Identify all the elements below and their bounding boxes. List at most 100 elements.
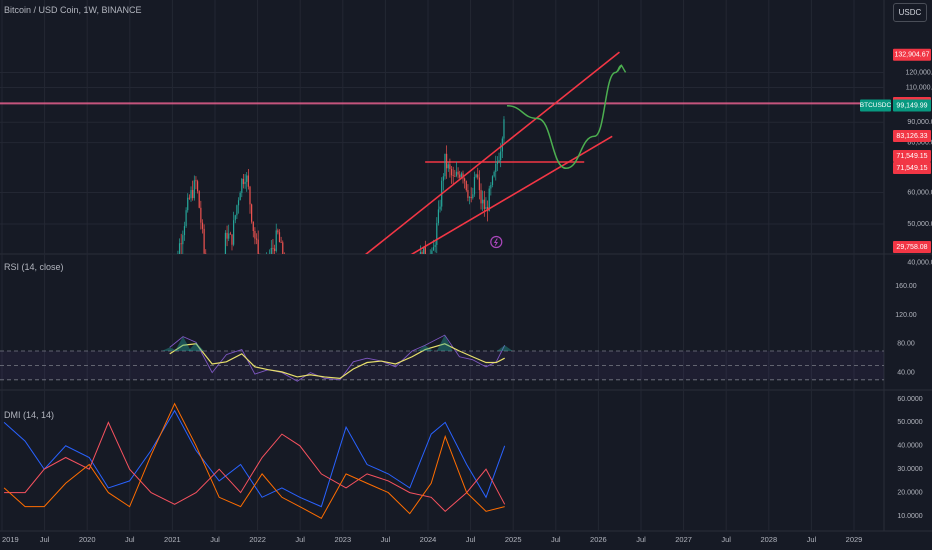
time-axis-tick: Jul — [721, 535, 731, 544]
candle-body — [450, 168, 453, 176]
rsi-axis-tick: 160.00 — [895, 283, 917, 290]
candle-body — [498, 160, 500, 162]
price-label-box — [893, 241, 931, 253]
candle-body — [280, 242, 282, 243]
candle-body — [224, 232, 227, 254]
candle-body — [493, 171, 495, 177]
candle-body — [180, 243, 182, 245]
time-axis-tick: 2019 — [2, 535, 19, 544]
candle-body — [483, 199, 485, 210]
candle-body — [465, 181, 467, 191]
candle-body — [495, 163, 497, 172]
candle-body — [251, 204, 253, 222]
candle-body — [190, 190, 192, 199]
candle-body — [475, 174, 477, 177]
price-label-box — [893, 150, 931, 162]
candle-body — [503, 119, 505, 139]
candle-body — [270, 247, 272, 254]
time-axis-tick: Jul — [210, 535, 220, 544]
candle-body — [423, 246, 425, 254]
candle-body — [419, 252, 422, 254]
candle-body — [236, 205, 238, 216]
price-axis-tick: 80,000.00 — [907, 140, 932, 147]
candle-body — [241, 178, 243, 193]
time-axis-tick: Jul — [466, 535, 476, 544]
symbol-tag-box — [860, 99, 891, 112]
rsi-series-line — [169, 343, 505, 379]
candle-body — [278, 232, 281, 243]
candle-body — [421, 252, 423, 254]
time-axis-tick: 2021 — [164, 535, 181, 544]
candle-body — [231, 234, 233, 245]
candle-body — [472, 194, 474, 199]
candle-body — [185, 210, 187, 227]
candle-body — [442, 176, 444, 181]
rsi-series-line — [169, 334, 506, 382]
price-label-box — [893, 48, 931, 61]
projection-curve — [506, 64, 622, 170]
candle-body — [249, 186, 251, 205]
time-axis-tick: 2027 — [675, 535, 692, 544]
price-axis-tick: 110,000.00 — [906, 84, 932, 91]
candle-body — [228, 233, 230, 239]
price-label: 71,549.15 — [896, 153, 927, 160]
dmi-pane — [3, 402, 506, 520]
candle-body — [254, 231, 256, 239]
candle-body — [187, 197, 189, 211]
candle-body — [480, 190, 482, 204]
time-axis-tick: 2024 — [420, 535, 437, 544]
candle-body — [455, 171, 458, 177]
trendline-lower — [410, 135, 613, 254]
dmi-axis-tick: 30.0000 — [897, 466, 922, 473]
price-axis-tick: 90,000.00 — [907, 119, 932, 126]
candle-body — [437, 209, 440, 224]
candle-body — [188, 197, 190, 199]
candle-body — [473, 176, 476, 195]
candle-body — [239, 192, 241, 201]
price-label-box — [893, 99, 931, 112]
candle-body — [464, 178, 466, 182]
candle-body — [470, 196, 472, 199]
candle-body — [273, 248, 276, 252]
dmi-axis-tick: 40.0000 — [897, 443, 922, 450]
time-axis-tick: Jul — [295, 535, 305, 544]
dmi-pane-label: DMI (14, 14) — [4, 410, 55, 420]
candle-body — [478, 177, 480, 191]
rsi-overbought-fill — [175, 336, 192, 351]
candle-body — [183, 226, 186, 236]
currency-button[interactable]: USDC — [893, 3, 927, 22]
candle-body — [449, 164, 451, 169]
candle-body — [432, 247, 435, 251]
dmi-series-line — [3, 409, 506, 508]
dmi-axis-tick: 60.0000 — [897, 396, 922, 403]
candle-body — [431, 250, 433, 254]
candle-body — [193, 180, 195, 199]
rsi-axis-tick: 40.00 — [897, 369, 915, 376]
time-axis-tick: 2028 — [760, 535, 777, 544]
candle-body — [468, 196, 471, 198]
dmi-axis-tick: 10.0000 — [897, 513, 922, 520]
time-axis-tick: 2020 — [79, 535, 96, 544]
candle-body — [195, 180, 197, 182]
candle-body — [226, 232, 228, 239]
candle-body — [482, 199, 484, 204]
candle-body — [444, 153, 446, 177]
price-label: 99,149.99 — [896, 102, 927, 109]
lightning-icon — [493, 238, 498, 246]
candle-body — [203, 228, 205, 254]
projection-arrowhead — [616, 64, 627, 73]
rsi-axis-tick: 80.00 — [897, 341, 915, 348]
candle-body — [182, 235, 184, 245]
candle-body — [496, 161, 499, 164]
time-axis-tick: 2026 — [590, 535, 607, 544]
candle-body — [244, 181, 246, 184]
candle-body — [459, 174, 461, 178]
candle-body — [491, 176, 494, 186]
candle-body — [457, 171, 459, 175]
candle-body — [500, 151, 502, 161]
price-pane — [0, 51, 884, 254]
price-label: 71,549.15 — [896, 165, 927, 172]
candle-body — [257, 239, 259, 254]
chart-title: Bitcoin / USD Coin, 1W, BINANCE — [4, 5, 142, 15]
